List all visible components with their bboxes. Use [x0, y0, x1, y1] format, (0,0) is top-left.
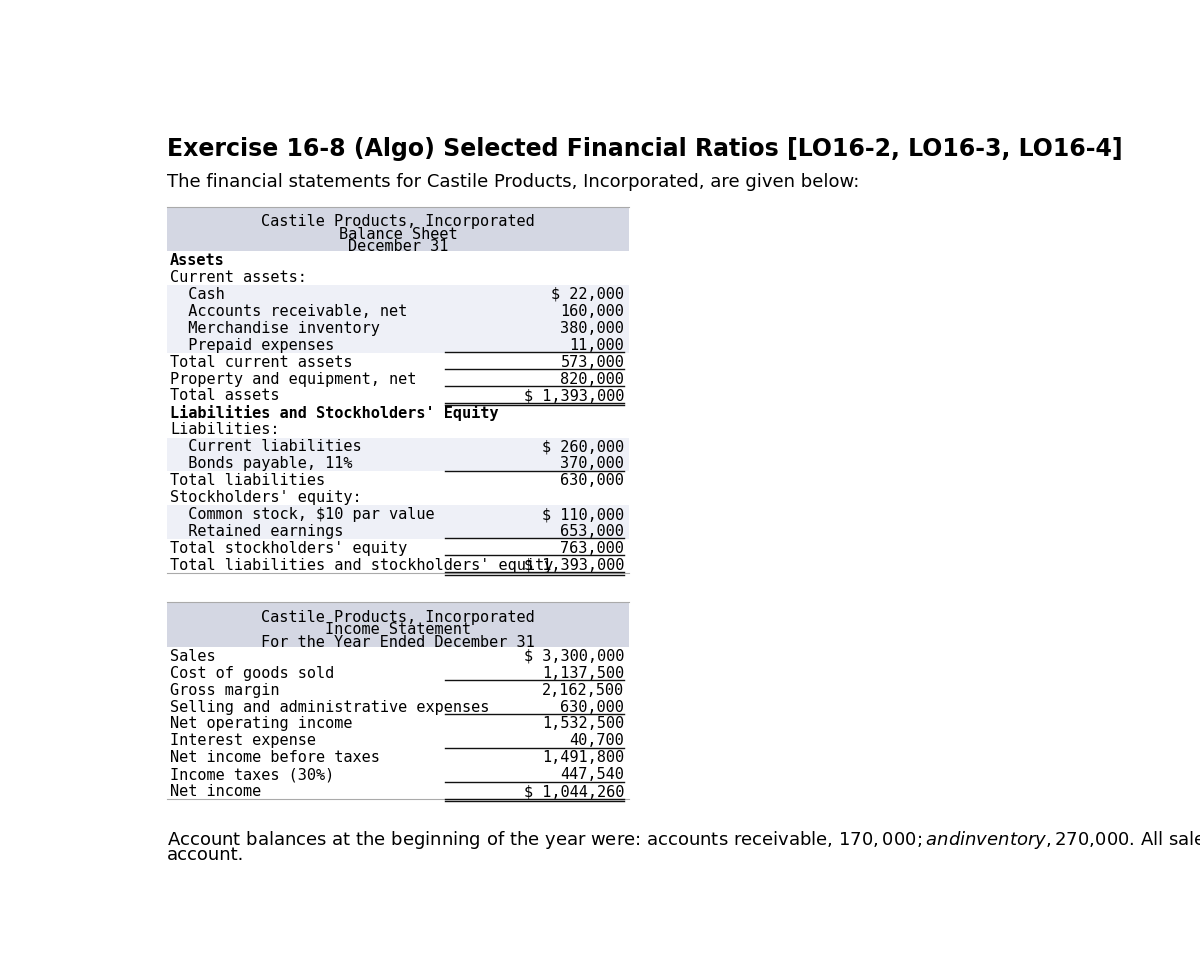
Text: 11,000: 11,000	[570, 337, 624, 353]
Text: Total liabilities and stockholders' equity: Total liabilities and stockholders' equi…	[170, 558, 553, 573]
Text: 653,000: 653,000	[560, 524, 624, 539]
Bar	[167, 602, 629, 647]
Text: Net income: Net income	[170, 785, 262, 799]
Text: Cost of goods sold: Cost of goods sold	[170, 666, 335, 681]
Text: $ 260,000: $ 260,000	[542, 440, 624, 454]
Text: Account balances at the beginning of the year were: accounts receivable, $170,00: Account balances at the beginning of the…	[167, 829, 1200, 850]
Text: Property and equipment, net: Property and equipment, net	[170, 371, 416, 387]
Text: Liabilities:: Liabilities:	[170, 422, 280, 438]
Text: $ 110,000: $ 110,000	[542, 507, 624, 522]
Text: Current assets:: Current assets:	[170, 270, 307, 285]
Text: Liabilities and Stockholders' Equity: Liabilities and Stockholders' Equity	[170, 405, 499, 421]
Text: $ 1,393,000: $ 1,393,000	[524, 388, 624, 404]
Text: Income taxes (30%): Income taxes (30%)	[170, 767, 335, 783]
Text: Total stockholders' equity: Total stockholders' equity	[170, 541, 408, 556]
Text: 573,000: 573,000	[560, 355, 624, 369]
Text: 160,000: 160,000	[560, 304, 624, 319]
Text: Gross margin: Gross margin	[170, 683, 280, 698]
Text: Stockholders' equity:: Stockholders' equity:	[170, 490, 361, 505]
Text: Sales: Sales	[170, 649, 216, 664]
Text: For the Year Ended December 31: For the Year Ended December 31	[262, 634, 535, 650]
Text: Assets: Assets	[170, 253, 224, 268]
Text: 1,532,500: 1,532,500	[542, 716, 624, 732]
Text: Cash: Cash	[170, 287, 224, 302]
Text: 2,162,500: 2,162,500	[542, 683, 624, 698]
Bar	[167, 319, 629, 335]
Text: Common stock, $10 par value: Common stock, $10 par value	[170, 507, 434, 522]
Text: Castile Products, Incorporated: Castile Products, Incorporated	[262, 214, 535, 229]
Text: 630,000: 630,000	[560, 473, 624, 488]
Text: Bonds payable, 11%: Bonds payable, 11%	[170, 456, 353, 471]
Bar	[167, 206, 629, 252]
Text: December 31: December 31	[348, 239, 448, 254]
Bar	[167, 454, 629, 471]
Text: Current liabilities: Current liabilities	[170, 440, 361, 454]
Bar	[167, 522, 629, 539]
Text: Total current assets: Total current assets	[170, 355, 353, 369]
Text: 370,000: 370,000	[560, 456, 624, 471]
Bar	[167, 438, 629, 454]
Bar	[167, 335, 629, 353]
Text: 1,491,800: 1,491,800	[542, 750, 624, 765]
Bar	[167, 302, 629, 319]
Text: Exercise 16-8 (Algo) Selected Financial Ratios [LO16-2, LO16-3, LO16-4]: Exercise 16-8 (Algo) Selected Financial …	[167, 137, 1123, 161]
Text: $ 3,300,000: $ 3,300,000	[524, 649, 624, 664]
Text: $ 1,044,260: $ 1,044,260	[524, 785, 624, 799]
Text: Selling and administrative expenses: Selling and administrative expenses	[170, 700, 490, 714]
Text: Balance Sheet: Balance Sheet	[338, 227, 457, 242]
Text: Merchandise inventory: Merchandise inventory	[170, 321, 380, 335]
Text: $ 22,000: $ 22,000	[551, 287, 624, 302]
Text: Prepaid expenses: Prepaid expenses	[170, 337, 335, 353]
Text: Accounts receivable, net: Accounts receivable, net	[170, 304, 408, 319]
Text: 447,540: 447,540	[560, 767, 624, 783]
Text: Interest expense: Interest expense	[170, 734, 316, 748]
Text: 763,000: 763,000	[560, 541, 624, 556]
Text: 380,000: 380,000	[560, 321, 624, 335]
Text: Net operating income: Net operating income	[170, 716, 353, 732]
Text: Castile Products, Incorporated: Castile Products, Incorporated	[262, 610, 535, 625]
Text: 820,000: 820,000	[560, 371, 624, 387]
Text: The financial statements for Castile Products, Incorporated, are given below:: The financial statements for Castile Pro…	[167, 174, 859, 192]
Text: 1,137,500: 1,137,500	[542, 666, 624, 681]
Bar	[167, 505, 629, 522]
Bar	[167, 285, 629, 302]
Text: Total assets: Total assets	[170, 388, 280, 404]
Text: Retained earnings: Retained earnings	[170, 524, 343, 539]
Text: 630,000: 630,000	[560, 700, 624, 714]
Text: Net income before taxes: Net income before taxes	[170, 750, 380, 765]
Text: $ 1,393,000: $ 1,393,000	[524, 558, 624, 573]
Text: 40,700: 40,700	[570, 734, 624, 748]
Text: Income Statement: Income Statement	[325, 623, 470, 637]
Text: Total liabilities: Total liabilities	[170, 473, 325, 488]
Text: account.: account.	[167, 845, 245, 864]
